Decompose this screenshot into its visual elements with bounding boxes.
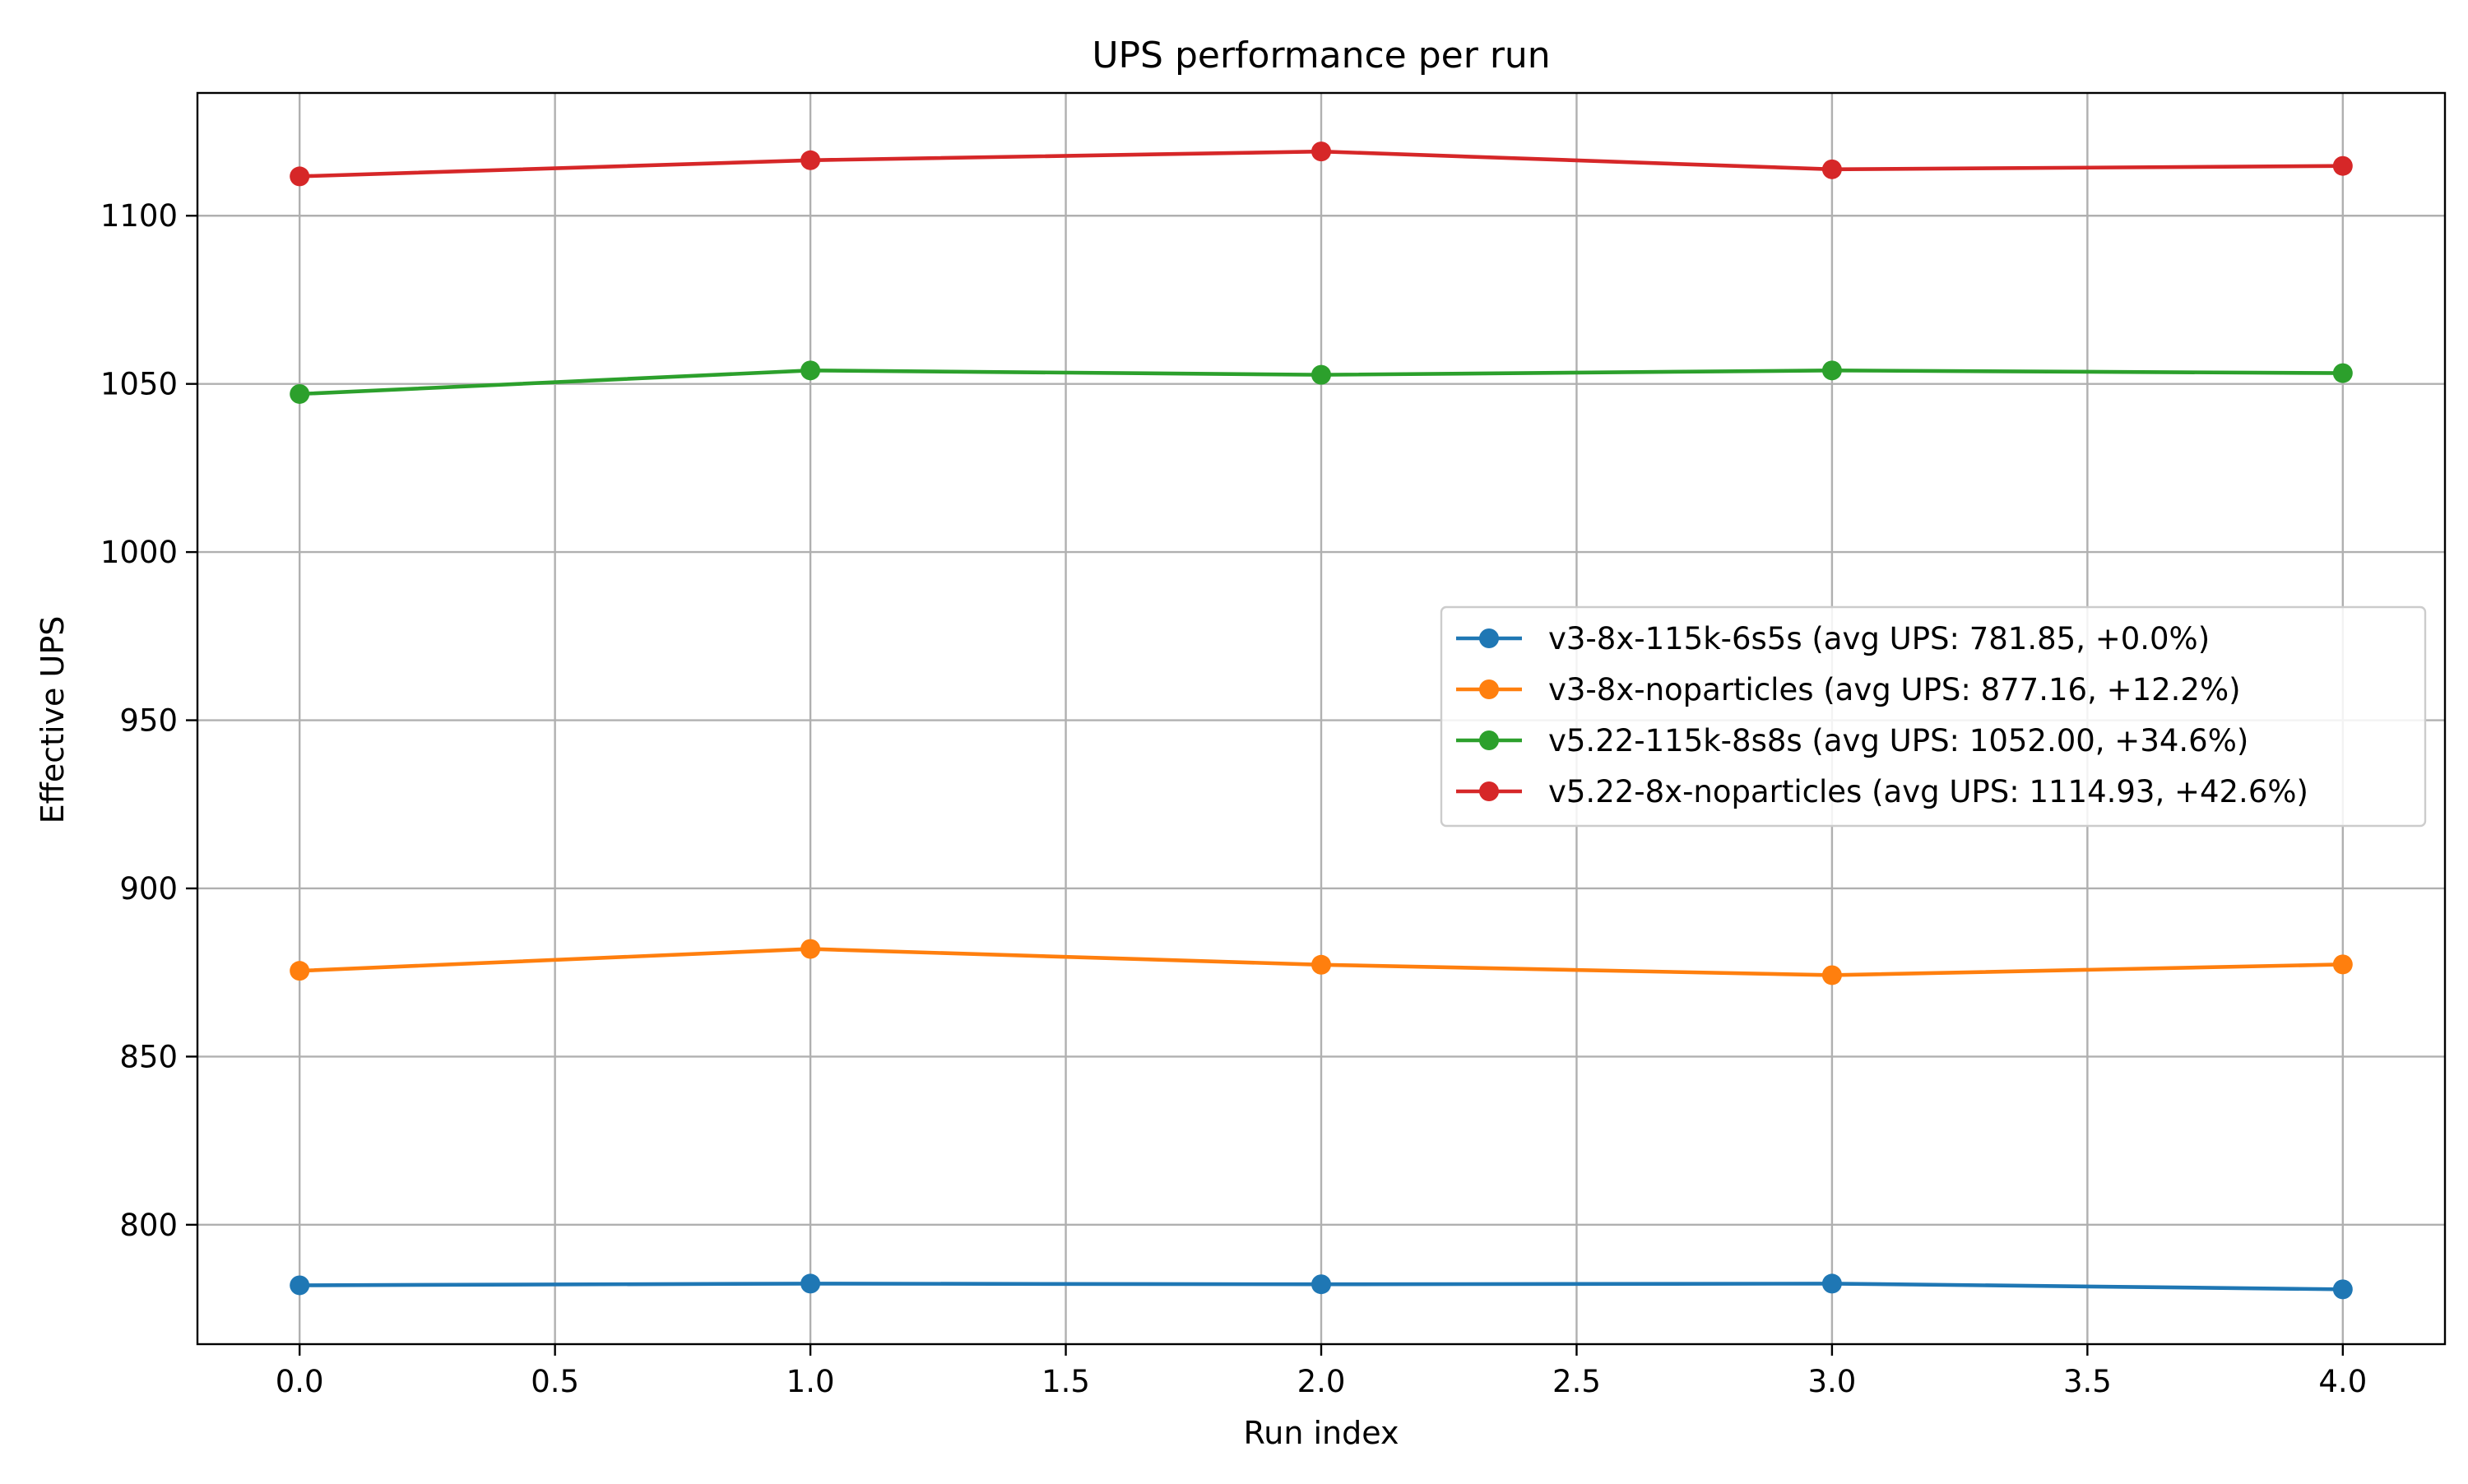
series-0-point-0 [290, 1275, 310, 1296]
series-0-point-4 [2332, 1279, 2353, 1300]
x-tick-label-5: 2.5 [1552, 1364, 1601, 1399]
legend-swatch-marker-2 [1479, 730, 1499, 750]
series-3-point-1 [800, 150, 821, 170]
series-3-point-2 [1311, 141, 1331, 162]
legend-swatch-marker-1 [1479, 679, 1499, 699]
legend-swatch-marker-3 [1479, 781, 1499, 801]
series-2-point-2 [1311, 364, 1331, 385]
x-tick-label-3: 1.5 [1041, 1364, 1090, 1399]
y-tick-label-5: 1050 [100, 367, 178, 402]
x-tick-label-6: 3.0 [1807, 1364, 1856, 1399]
series-2-point-4 [2332, 363, 2353, 383]
x-axis-label: Run index [1244, 1415, 1399, 1451]
y-tick-label-2: 900 [119, 871, 178, 907]
series-1-point-0 [290, 961, 310, 981]
series-group [290, 141, 2353, 1300]
series-2-point-3 [1821, 360, 1842, 381]
series-2-point-1 [800, 360, 821, 381]
x-tick-label-2: 1.0 [786, 1364, 835, 1399]
series-2-point-0 [290, 383, 310, 404]
legend-box [1440, 605, 2427, 828]
y-tick-label-4: 1000 [100, 535, 178, 570]
y-tick-label-3: 950 [119, 703, 178, 739]
legend-label-1: v3-8x-noparticles (avg UPS: 877.16, +12.… [1548, 672, 2241, 707]
chart-title: UPS performance per run [1092, 35, 1550, 77]
series-0-point-2 [1311, 1274, 1331, 1295]
y-axis-ticks: 800 850 900 950 1000 1050 1100 [100, 198, 197, 1243]
legend-label-2: v5.22-115k-8s8s (avg UPS: 1052.00, +34.6… [1548, 723, 2248, 758]
series-0-point-3 [1821, 1273, 1842, 1294]
legend-swatch-marker-0 [1479, 628, 1499, 648]
legend: v3-8x-115k-6s5s (avg UPS: 781.85, +0.0%)… [1440, 605, 2427, 828]
series-3-point-3 [1821, 159, 1842, 179]
y-tick-label-0: 800 [119, 1208, 178, 1243]
x-tick-label-8: 4.0 [2318, 1364, 2367, 1399]
x-tick-label-0: 0.0 [276, 1364, 324, 1399]
y-tick-label-6: 1100 [100, 198, 178, 234]
series-1-point-3 [1821, 965, 1842, 985]
y-tick-label-1: 850 [119, 1039, 178, 1074]
legend-label-3: v5.22-8x-noparticles (avg UPS: 1114.93, … [1548, 774, 2308, 809]
y-axis-label: Effective UPS [35, 616, 71, 824]
x-axis-ticks: 0.0 0.5 1.0 1.5 2.0 2.5 3.0 3.5 4.0 [276, 1344, 2367, 1399]
x-tick-label-1: 0.5 [531, 1364, 579, 1399]
series-3-point-4 [2332, 155, 2353, 176]
series-1-point-4 [2332, 954, 2353, 975]
series-1-point-1 [800, 939, 821, 959]
series-3-point-0 [290, 166, 310, 187]
series-0-point-1 [800, 1273, 821, 1294]
legend-label-0: v3-8x-115k-6s5s (avg UPS: 781.85, +0.0%) [1548, 621, 2210, 656]
x-tick-label-4: 2.0 [1297, 1364, 1346, 1399]
series-1-point-2 [1311, 954, 1331, 975]
x-tick-label-7: 3.5 [2063, 1364, 2112, 1399]
